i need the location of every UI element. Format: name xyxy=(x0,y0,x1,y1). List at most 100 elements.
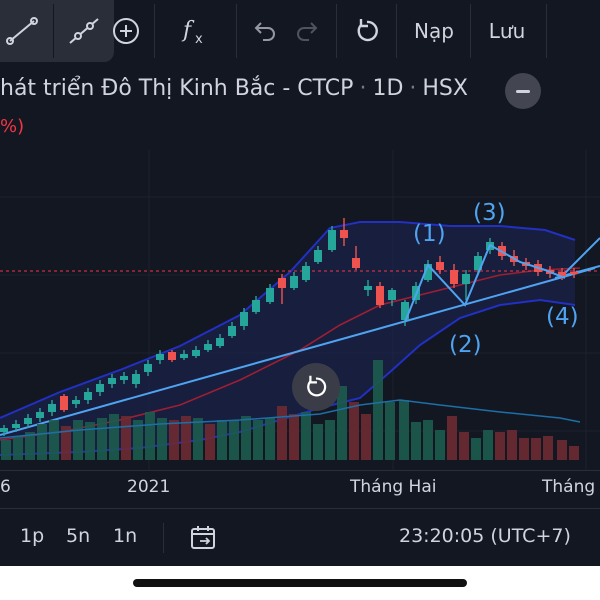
svg-text:f: f xyxy=(181,18,195,43)
volume-bar xyxy=(435,430,445,460)
volume-bar xyxy=(471,438,481,460)
redo-icon[interactable] xyxy=(289,6,327,56)
volume-bar xyxy=(61,426,71,460)
volume-bar xyxy=(373,360,383,460)
load-button[interactable]: Nạp xyxy=(404,6,464,56)
volume-bar xyxy=(543,436,553,460)
volume-bar xyxy=(557,440,567,460)
volume-bar xyxy=(337,386,347,460)
volume-bar xyxy=(531,438,541,460)
wave-label-4: (4) xyxy=(546,304,579,330)
candle xyxy=(388,290,396,300)
candle xyxy=(204,344,212,350)
volume-bar xyxy=(569,446,579,460)
trend-line-lower xyxy=(0,267,596,436)
exchange-label: HSX xyxy=(422,76,468,101)
volume-bar xyxy=(325,420,335,460)
moving-average-line xyxy=(0,267,581,441)
candle xyxy=(328,230,336,250)
reset-chart-button[interactable] xyxy=(292,363,340,411)
time-axis[interactable]: 6 2021 Tháng Hai Tháng xyxy=(0,470,600,505)
wave-label-1: (1) xyxy=(413,221,446,247)
volume-bar xyxy=(37,424,47,460)
refresh-icon[interactable] xyxy=(347,6,387,56)
volume-bar xyxy=(495,432,505,460)
reset-icon xyxy=(307,375,327,397)
candle xyxy=(36,412,44,418)
save-button[interactable]: Lưu xyxy=(478,6,536,56)
candle xyxy=(216,338,224,346)
volume-bar xyxy=(519,438,529,460)
time-axis-label: 2021 xyxy=(127,477,171,497)
volume-bar xyxy=(313,424,323,460)
volume-bar xyxy=(447,416,457,460)
time-axis-label: Tháng Hai xyxy=(350,477,437,497)
candle xyxy=(168,352,176,360)
candle xyxy=(0,428,8,432)
candle xyxy=(84,392,92,400)
symbol-name: hát triển Đô Thị Kinh Bắc - CTCP xyxy=(0,76,354,101)
load-label: Nạp xyxy=(414,19,454,43)
elliott-wave-line xyxy=(404,243,566,323)
time-axis-label: 6 xyxy=(0,477,11,497)
candle xyxy=(228,326,236,336)
volume-bar xyxy=(253,420,263,460)
save-label: Lưu xyxy=(488,19,526,43)
interval-5n-button[interactable]: 5n xyxy=(66,525,91,547)
add-circle-icon[interactable] xyxy=(106,6,146,56)
bollinger-band-fill xyxy=(0,222,575,455)
candle xyxy=(314,250,322,262)
candle xyxy=(156,354,164,360)
volume-ma-line xyxy=(0,399,581,439)
volume-bar xyxy=(217,420,227,460)
undo-icon[interactable] xyxy=(245,6,283,56)
candle xyxy=(72,400,80,404)
interval-1p-button[interactable]: 1p xyxy=(20,525,45,547)
candle xyxy=(266,288,274,302)
trend-line-upper xyxy=(559,237,600,279)
candle xyxy=(436,262,444,270)
trend-line-icon[interactable] xyxy=(0,6,44,56)
volume-bar xyxy=(73,420,83,460)
candle xyxy=(450,270,458,284)
clock-timezone[interactable]: 23:20:05 (UTC+7) xyxy=(399,525,571,547)
volume-bar xyxy=(97,418,107,460)
home-indicator[interactable] xyxy=(133,579,467,587)
time-axis-label: Tháng xyxy=(542,477,596,497)
price-chart[interactable]: (1) (2) (3) (4) xyxy=(0,150,600,470)
volume-bar xyxy=(145,412,155,460)
interval-label: 1D xyxy=(372,76,404,101)
candle xyxy=(424,264,432,280)
symbol-title[interactable]: hát triển Đô Thị Kinh Bắc - CTCP · 1D · HSX xyxy=(0,76,468,101)
volume-bar xyxy=(157,418,167,460)
candle xyxy=(364,286,372,290)
date-range-icon[interactable] xyxy=(188,523,218,557)
volume-bar xyxy=(193,418,203,460)
volume-bar xyxy=(423,420,433,460)
home-indicator-area xyxy=(0,566,600,600)
wave-label-2: (2) xyxy=(449,332,482,358)
volume-bar xyxy=(181,416,191,460)
volume-bar xyxy=(229,420,239,460)
collapse-legend-button[interactable] xyxy=(505,73,541,109)
candle xyxy=(340,230,348,238)
bottom-toolbar: 1p 5n 1n 23:20:05 (UTC+7) xyxy=(0,508,600,567)
bollinger-upper xyxy=(0,221,576,419)
volume-bar xyxy=(399,400,409,460)
candle xyxy=(12,424,20,428)
candle xyxy=(376,286,384,305)
volume-bar xyxy=(349,402,359,460)
candle xyxy=(252,300,260,312)
ray-line-icon[interactable] xyxy=(62,6,106,56)
candle xyxy=(462,274,470,284)
volume-bar xyxy=(169,420,179,460)
interval-1n-button[interactable]: 1n xyxy=(113,525,138,547)
candle xyxy=(48,404,56,412)
volume-bar xyxy=(25,432,35,460)
change-percent: %) xyxy=(0,116,25,137)
volume-bar xyxy=(459,432,469,460)
candle xyxy=(278,278,286,288)
candle xyxy=(132,374,140,384)
